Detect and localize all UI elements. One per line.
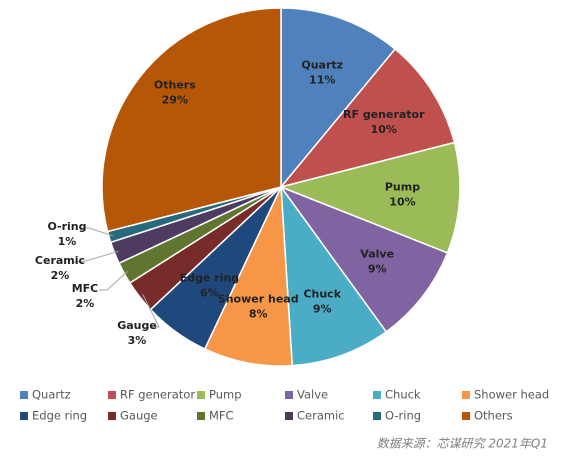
pie-slice bbox=[101, 7, 282, 233]
legend-label: Others bbox=[474, 409, 513, 423]
legend-swatch bbox=[285, 391, 293, 399]
legend-label: O-ring bbox=[385, 409, 421, 423]
legend-swatch bbox=[462, 412, 470, 420]
slice-value-label: 11% bbox=[309, 73, 335, 86]
legend-swatch bbox=[20, 412, 28, 420]
slice-label: Edge ring bbox=[180, 271, 239, 284]
slice-label: Others bbox=[154, 78, 196, 91]
legend-swatch bbox=[373, 412, 381, 420]
legend-swatch bbox=[108, 391, 116, 399]
pie-slice bbox=[280, 7, 397, 190]
source-note: 数据来源：芯谋研究 2021年Q1 bbox=[377, 437, 548, 451]
pie-slice bbox=[278, 48, 456, 189]
slice-value-label: 2% bbox=[76, 297, 95, 310]
slice-value-label: 2% bbox=[51, 269, 70, 282]
legend-swatch bbox=[197, 412, 205, 420]
legend-label: RF generator bbox=[120, 388, 195, 402]
legend-swatch bbox=[373, 391, 381, 399]
slice-value-label: 8% bbox=[249, 308, 268, 321]
legend-swatch bbox=[285, 412, 293, 420]
legend-swatch bbox=[197, 391, 205, 399]
legend-swatch bbox=[462, 391, 470, 399]
slice-label: RF generator bbox=[343, 108, 425, 121]
slice-label: Ceramic bbox=[35, 254, 85, 267]
legend-label: Pump bbox=[209, 388, 242, 402]
leader-line bbox=[99, 270, 128, 291]
pie-slice bbox=[278, 185, 449, 333]
slice-label: Pump bbox=[385, 181, 420, 194]
slice-value-label: 3% bbox=[128, 334, 147, 347]
slice-label: Quartz bbox=[301, 58, 343, 71]
legend-label: Quartz bbox=[32, 388, 71, 402]
legend-label: Ceramic bbox=[297, 409, 345, 423]
slice-label: Shower head bbox=[218, 293, 299, 306]
slice-label: Chuck bbox=[303, 288, 341, 301]
slice-value-label: 29% bbox=[162, 93, 188, 106]
slice-value-label: 10% bbox=[371, 123, 397, 136]
slice-label: O-ring bbox=[47, 220, 86, 233]
leader-line bbox=[81, 227, 114, 237]
pie-slice bbox=[280, 184, 388, 367]
slice-value-label: 9% bbox=[368, 263, 387, 276]
pie-slice bbox=[203, 186, 294, 367]
legend-label: Valve bbox=[297, 388, 328, 402]
leader-line bbox=[142, 294, 160, 328]
legend-label: Gauge bbox=[120, 409, 158, 423]
legend-label: Edge ring bbox=[32, 409, 87, 423]
legend-label: MFC bbox=[209, 409, 234, 423]
legend-label: Chuck bbox=[385, 388, 421, 402]
slice-value-label: 9% bbox=[313, 303, 332, 316]
slice-value-label: 10% bbox=[389, 196, 415, 209]
legend-swatch bbox=[20, 391, 28, 399]
legend-swatch bbox=[108, 412, 116, 420]
legend-label: Shower head bbox=[474, 388, 549, 402]
slice-value-label: 6% bbox=[200, 286, 219, 299]
slice-value-label: 1% bbox=[58, 235, 77, 248]
leader-line bbox=[74, 250, 119, 263]
slice-label: Valve bbox=[360, 248, 394, 261]
pie-slice bbox=[278, 141, 461, 254]
slice-label: MFC bbox=[72, 282, 99, 295]
slice-label: Gauge bbox=[117, 319, 157, 332]
